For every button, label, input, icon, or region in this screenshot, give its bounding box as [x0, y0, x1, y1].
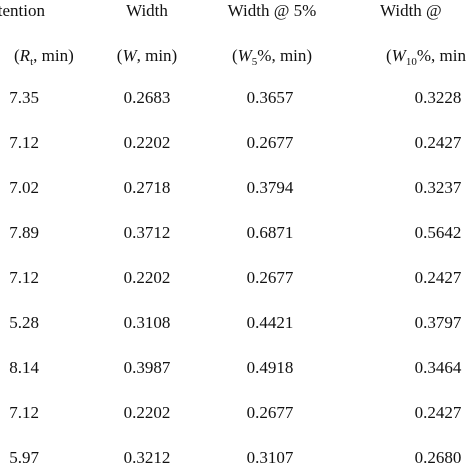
header-cell: etention — [0, 1, 45, 20]
data-cell: 5.28 — [9, 313, 39, 332]
data-cell: 0.3212 — [124, 448, 171, 467]
unit-part: ( — [232, 46, 238, 65]
data-cell: 0.2202 — [124, 268, 171, 287]
data-cell: 0.3987 — [124, 358, 171, 377]
data-cell: 0.3797 — [415, 313, 462, 332]
data-cell: 0.2427 — [415, 268, 462, 287]
data-cell: 0.3228 — [415, 88, 462, 107]
data-cell: 0.2202 — [124, 133, 171, 152]
header-cell: Width @ 5% — [228, 1, 317, 20]
data-cell: 0.2683 — [124, 88, 171, 107]
data-cell: 0.2680 — [415, 448, 462, 467]
data-cell: 0.6871 — [247, 223, 294, 242]
data-cell: 0.2202 — [124, 403, 171, 422]
unit-cell: (W5%, min) — [232, 46, 312, 68]
unit-part: t — [30, 56, 33, 68]
data-cell: 0.3108 — [124, 313, 171, 332]
unit-part: R — [19, 46, 31, 65]
data-cell: 0.2427 — [415, 133, 462, 152]
data-cell: 0.3464 — [415, 358, 462, 377]
data-cell: 0.2718 — [124, 178, 171, 197]
data-cell: 7.35 — [9, 88, 39, 107]
data-cell: 0.2427 — [415, 403, 462, 422]
unit-cell: (W10%, min — [386, 46, 466, 68]
unit-part: , min) — [137, 46, 178, 65]
unit-part: W — [122, 46, 138, 65]
data-cell: 0.4421 — [247, 313, 294, 332]
data-cell: 5.97 — [9, 448, 39, 467]
unit-part: 10 — [406, 56, 418, 68]
data-cell: 0.5642 — [415, 223, 462, 242]
unit-part: , min) — [33, 46, 74, 65]
data-cell: 0.3794 — [247, 178, 294, 197]
data-cell: 7.02 — [9, 178, 39, 197]
unit-part: 5 — [252, 56, 258, 68]
data-cell: 0.3237 — [415, 178, 462, 197]
data-cell: 8.14 — [9, 358, 39, 377]
unit-part: W — [238, 46, 254, 65]
unit-part: W — [392, 46, 408, 65]
data-cell: 0.2677 — [247, 133, 294, 152]
data-cell: 7.12 — [9, 268, 39, 287]
unit-part: ( — [117, 46, 123, 65]
unit-part: %, min) — [257, 46, 312, 65]
data-cell: 0.2677 — [247, 403, 294, 422]
data-cell: 0.3107 — [247, 448, 294, 467]
unit-part: %, min — [417, 46, 467, 65]
unit-part: ( — [14, 46, 20, 65]
unit-part: ( — [386, 46, 392, 65]
data-cell: 7.89 — [9, 223, 39, 242]
header-cell: Width — [126, 1, 168, 20]
data-cell: 0.4918 — [247, 358, 294, 377]
header-cell: Width @ — [380, 1, 442, 20]
data-cell: 7.12 — [9, 133, 39, 152]
unit-cell: (Rt, min) — [14, 46, 74, 68]
data-cell: 0.2677 — [247, 268, 294, 287]
data-cell: 0.3657 — [247, 88, 294, 107]
data-cell: 7.12 — [9, 403, 39, 422]
unit-cell: (W, min) — [117, 46, 177, 65]
data-cell: 0.3712 — [124, 223, 171, 242]
